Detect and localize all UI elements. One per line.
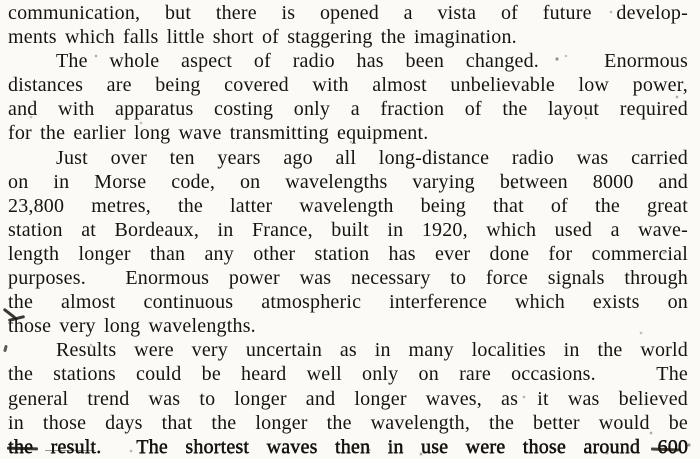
text-line: ments which falls little short of stagge… bbox=[8, 26, 517, 49]
text-line: the result. The shortest waves then in u… bbox=[8, 435, 688, 458]
text-line: on in Morse code, on wavelengths varying… bbox=[8, 170, 688, 193]
text-line: the stations could be heard well only on… bbox=[8, 363, 688, 386]
text-line: 23,800 metres, the latter wavelength bei… bbox=[8, 194, 688, 217]
text-line: purposes. Enormous power was necessary t… bbox=[8, 267, 688, 290]
text-line: those very long wavelengths. bbox=[8, 315, 256, 338]
text-line: in those days that the longer the wavele… bbox=[8, 411, 688, 434]
text-line: communication, but there is opened a vis… bbox=[8, 2, 688, 24]
text-line: Results were very uncertain as in many l… bbox=[56, 339, 688, 362]
text-line: station at Bordeaux, in France, built in… bbox=[8, 218, 688, 241]
text-line: for the earlier long wave transmitting e… bbox=[8, 122, 429, 145]
page-text: communication, but there is opened a vis… bbox=[8, 1, 688, 459]
scan-speckles bbox=[0, 0, 2, 2]
text-line: the almost continuous atmospheric interf… bbox=[8, 291, 688, 314]
text-line: Just over ten years ago all long-distanc… bbox=[56, 146, 688, 169]
text-line: distances are being covered with almost … bbox=[8, 74, 688, 97]
text-line: length longer than any other station has… bbox=[8, 242, 688, 265]
text-line: and with apparatus costing only a fracti… bbox=[8, 98, 688, 121]
text-line: The whole aspect of radio has been chang… bbox=[56, 50, 688, 73]
text-line: general trend was to longer and longer w… bbox=[8, 387, 688, 410]
